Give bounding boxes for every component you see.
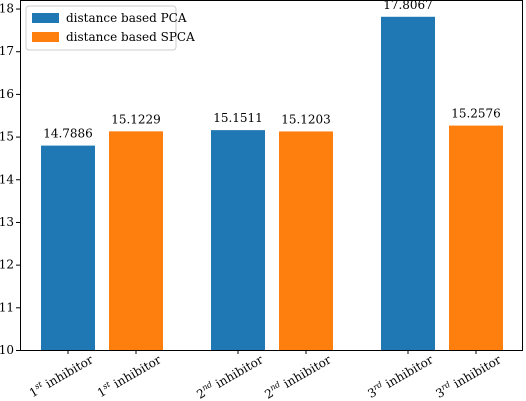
bar-5	[381, 16, 435, 350]
plot-frame	[20, 0, 523, 351]
bar-4	[279, 131, 333, 350]
x-tick-label: 2nd inhibitor	[194, 351, 266, 401]
x-tick-text: inhibitor	[380, 352, 436, 392]
y-axis: 10 11 12 13 14 15 16 17 18	[0, 2, 20, 357]
y-tick-label: 11	[0, 300, 14, 314]
legend: distance based PCA distance based SPCA	[25, 5, 195, 51]
bar-value-label-3: 15.1511	[213, 111, 263, 125]
x-tick-label: 3rd inhibitor	[433, 351, 504, 401]
y-tick-label: 14	[0, 172, 14, 186]
x-tick-suffix: rd	[440, 380, 452, 392]
y-tick-label: 18	[0, 2, 14, 16]
x-axis: 1st inhibitor 1st inhibitor 2nd inhibitor2…	[26, 350, 504, 401]
x-tick-text: inhibitor	[210, 352, 266, 392]
x-tick-suffix: st	[33, 379, 45, 391]
bar-value-label-6: 15.2576	[451, 107, 501, 121]
bar-6	[449, 125, 503, 350]
x-tick-text: inhibitor	[278, 352, 334, 392]
y-tick-label: 13	[0, 215, 14, 229]
y-tick-label: 16	[0, 87, 14, 101]
x-tick-suffix: nd	[200, 380, 213, 393]
y-tick-label: 12	[0, 258, 14, 272]
x-tick-label: 2nd inhibitor	[262, 351, 334, 401]
bar-value-label-1: 14.7886	[43, 127, 93, 141]
y-tick-label: 15	[0, 130, 14, 144]
x-tick-label: 1st inhibitor	[26, 351, 95, 400]
bar-labels-group: 14.7886 15.1229 15.1511 15.1203 17.8067 15.25…	[43, 0, 501, 141]
y-tick-label: 17	[0, 44, 14, 58]
bar-1	[41, 145, 95, 350]
bar-value-label-2: 15.1229	[111, 112, 161, 126]
legend-swatch-1	[32, 13, 59, 23]
legend-label-1: distance based PCA	[66, 11, 187, 25]
legend-label-2: distance based SPCA	[66, 30, 195, 44]
x-tick-label: 3rd inhibitor	[365, 351, 436, 401]
x-tick-text: inhibitor	[40, 352, 96, 392]
x-tick-suffix: nd	[268, 380, 281, 393]
bars-group	[41, 16, 503, 350]
y-tick-label: 10	[0, 343, 14, 357]
x-tick-suffix: st	[101, 379, 113, 391]
x-tick-label: 1st inhibitor	[94, 351, 163, 400]
legend-box	[25, 5, 177, 51]
legend-swatch-2	[32, 32, 59, 42]
bar-2	[109, 131, 163, 350]
x-tick-text: inhibitor	[448, 352, 504, 392]
bar-value-label-5: 17.8067	[383, 0, 433, 12]
x-tick-text: inhibitor	[108, 352, 164, 392]
x-tick-suffix: rd	[372, 380, 384, 392]
bar-value-label-4: 15.1203	[281, 112, 331, 126]
bar-3	[211, 130, 265, 350]
